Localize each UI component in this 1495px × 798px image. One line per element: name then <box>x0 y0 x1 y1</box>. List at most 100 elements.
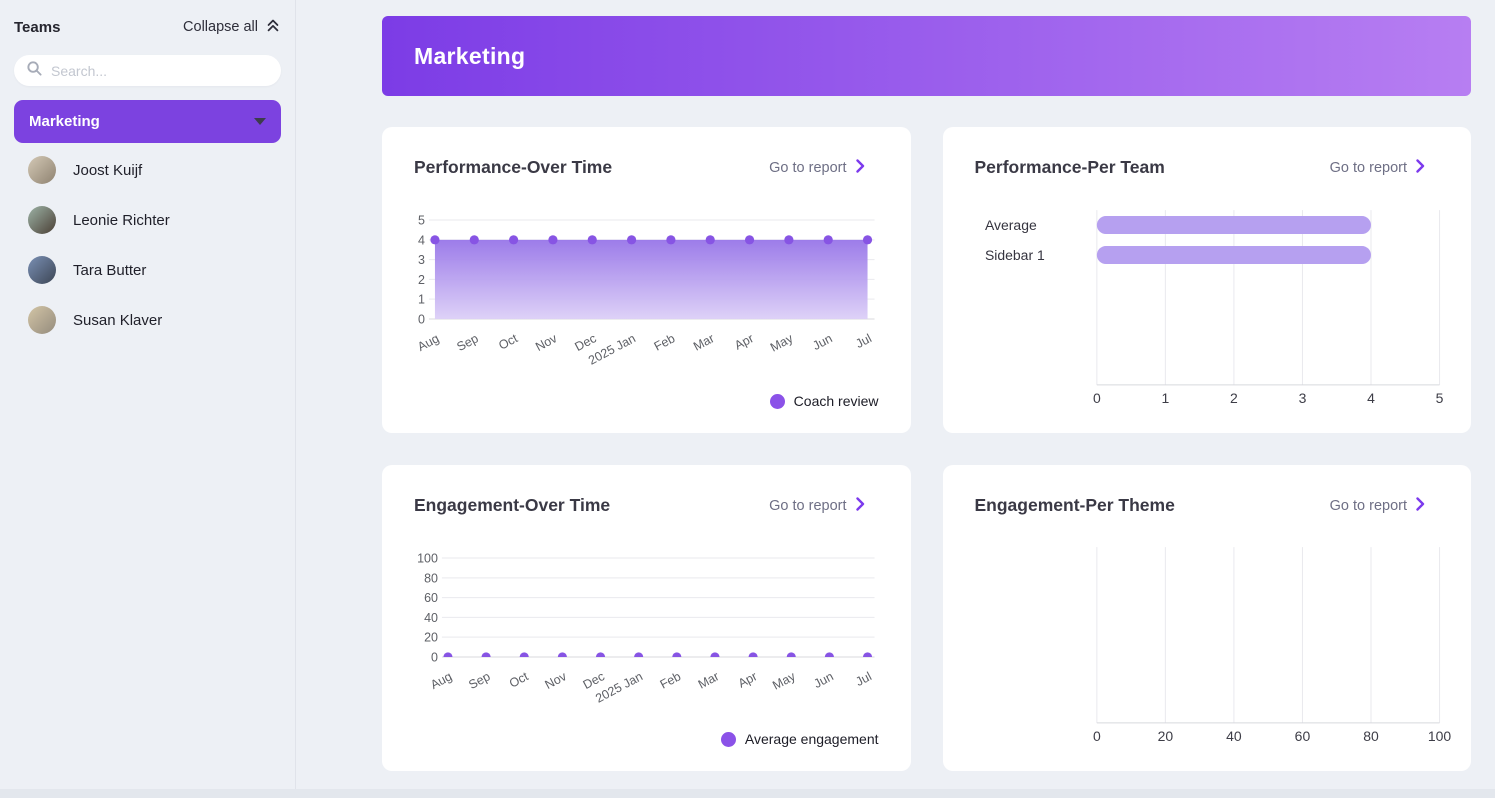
search-box <box>14 55 281 86</box>
svg-text:0: 0 <box>418 312 425 326</box>
svg-text:May: May <box>768 331 796 355</box>
svg-text:2: 2 <box>1230 390 1238 406</box>
svg-text:Sep: Sep <box>466 669 492 692</box>
card-title: Performance-Over Time <box>414 157 613 177</box>
page-title: Marketing <box>414 42 526 69</box>
svg-text:Aug: Aug <box>428 669 454 692</box>
svg-text:Nov: Nov <box>543 669 570 692</box>
avatar <box>28 256 56 284</box>
go-to-report-link[interactable]: Go to report <box>769 496 865 515</box>
double-chevron-up-icon <box>265 17 281 37</box>
svg-text:Oct: Oct <box>507 669 531 691</box>
legend-dot-icon <box>720 731 736 747</box>
chevron-right-icon <box>855 158 865 177</box>
card-engagement-per-theme: 0 20 40 60 80 100 Engagement-Per Theme Go to … <box>942 465 1471 771</box>
svg-text:3: 3 <box>1298 390 1306 406</box>
svg-text:60: 60 <box>424 591 438 605</box>
card-engagement-over-time: 0 20 40 60 80 100 Aug Sep Oct Nov Dec 2025 Jan Feb Ma… <box>382 465 911 771</box>
svg-text:4: 4 <box>1367 390 1375 406</box>
go-to-report-link[interactable]: Go to report <box>1329 158 1425 177</box>
go-to-report-link[interactable]: Go to report <box>769 158 865 177</box>
svg-text:Sep: Sep <box>455 331 481 354</box>
collapse-all-button[interactable]: Collapse all <box>183 17 281 37</box>
chart-legend: Average engagement <box>720 731 879 747</box>
engagement-per-theme-chart: 0 20 40 60 80 100 <box>1092 547 1451 744</box>
svg-text:80: 80 <box>1363 728 1379 744</box>
collapse-all-label: Collapse all <box>183 19 258 35</box>
team-selector-label: Marketing <box>29 113 100 130</box>
search-input[interactable] <box>51 62 269 79</box>
go-to-report-label: Go to report <box>769 159 847 176</box>
search-icon <box>26 60 43 82</box>
chevron-right-icon <box>1416 496 1425 515</box>
svg-text:20: 20 <box>1157 728 1173 744</box>
member-name: Susan Klaver <box>73 311 163 329</box>
member-name: Leonie Richter <box>73 211 170 229</box>
teams-sidebar: Teams Collapse all Marketing Joost Kuijf… <box>0 0 296 798</box>
team-selector[interactable]: Marketing <box>14 100 281 143</box>
sidebar-header: Teams Collapse all <box>14 17 281 37</box>
svg-text:Mar: Mar <box>691 331 717 353</box>
svg-text:20: 20 <box>424 631 438 645</box>
svg-text:Sidebar 1: Sidebar 1 <box>984 247 1044 263</box>
chevron-down-icon <box>254 118 266 125</box>
svg-text:4: 4 <box>418 233 425 247</box>
member-list: Joost Kuijf Leonie Richter Tara Butter Susa… <box>14 145 281 345</box>
svg-text:3: 3 <box>418 253 425 267</box>
avatar <box>28 156 56 184</box>
go-to-report-label: Go to report <box>1329 497 1407 514</box>
svg-text:1: 1 <box>1161 390 1169 406</box>
svg-text:Apr: Apr <box>732 331 756 352</box>
avatar <box>28 306 56 334</box>
svg-text:Average: Average <box>984 217 1036 233</box>
sidebar-item-member[interactable]: Leonie Richter <box>14 195 281 245</box>
svg-text:May: May <box>770 669 798 693</box>
svg-text:5: 5 <box>418 214 425 228</box>
svg-text:Mar: Mar <box>696 669 722 691</box>
svg-text:1: 1 <box>418 293 425 307</box>
avatar <box>28 206 56 234</box>
svg-text:Jul: Jul <box>853 669 874 689</box>
svg-text:Jun: Jun <box>811 669 835 691</box>
go-to-report-label: Go to report <box>769 497 847 514</box>
svg-text:Apr: Apr <box>736 669 760 690</box>
chart-cards-grid: 0 1 2 3 4 5 Aug Sep Oct Nov Dec 2025 Jan Feb Mar Apr Ma… <box>382 127 1471 771</box>
card-performance-per-team: 0 1 2 3 4 5 Average Sidebar 1 Performance-Per T… <box>942 127 1471 433</box>
performance-per-team-chart: 0 1 2 3 4 5 Average Sidebar 1 <box>984 210 1443 406</box>
svg-text:80: 80 <box>424 571 438 585</box>
chevron-right-icon <box>855 496 865 515</box>
card-title: Engagement-Per Theme <box>974 495 1175 515</box>
svg-text:Aug: Aug <box>415 331 441 354</box>
svg-text:100: 100 <box>1427 728 1451 744</box>
horizontal-scrollbar-track[interactable] <box>0 789 1495 798</box>
card-title: Engagement-Over Time <box>414 495 611 515</box>
main-content: Marketing 0 1 2 3 4 5 Aug Sep Oct Nov Dec 2025 Jan F… <box>296 0 1495 798</box>
sidebar-title: Teams <box>14 18 61 36</box>
member-name: Tara Butter <box>73 261 147 279</box>
chart-legend: Coach review <box>769 393 879 409</box>
svg-text:Jul: Jul <box>853 331 874 351</box>
legend-label: Coach review <box>793 393 879 409</box>
svg-text:0: 0 <box>431 650 438 664</box>
go-to-report-link[interactable]: Go to report <box>1329 496 1425 515</box>
card-title: Performance-Per Team <box>974 157 1165 177</box>
svg-text:Nov: Nov <box>533 331 560 354</box>
svg-text:2: 2 <box>418 273 425 287</box>
sidebar-item-member[interactable]: Joost Kuijf <box>14 145 281 195</box>
go-to-report-label: Go to report <box>1329 159 1407 176</box>
svg-text:40: 40 <box>1226 728 1242 744</box>
svg-text:60: 60 <box>1294 728 1310 744</box>
card-performance-over-time: 0 1 2 3 4 5 Aug Sep Oct Nov Dec 2025 Jan Feb Mar Apr Ma… <box>382 127 911 433</box>
sidebar-item-member[interactable]: Tara Butter <box>14 245 281 295</box>
chevron-right-icon <box>1416 158 1425 177</box>
svg-text:0: 0 <box>1092 390 1100 406</box>
svg-text:40: 40 <box>424 611 438 625</box>
legend-dot-icon <box>769 393 785 409</box>
member-name: Joost Kuijf <box>73 161 143 179</box>
svg-text:100: 100 <box>417 552 438 566</box>
legend-label: Average engagement <box>744 731 879 747</box>
svg-text:Oct: Oct <box>496 331 520 353</box>
sidebar-item-member[interactable]: Susan Klaver <box>14 295 281 345</box>
